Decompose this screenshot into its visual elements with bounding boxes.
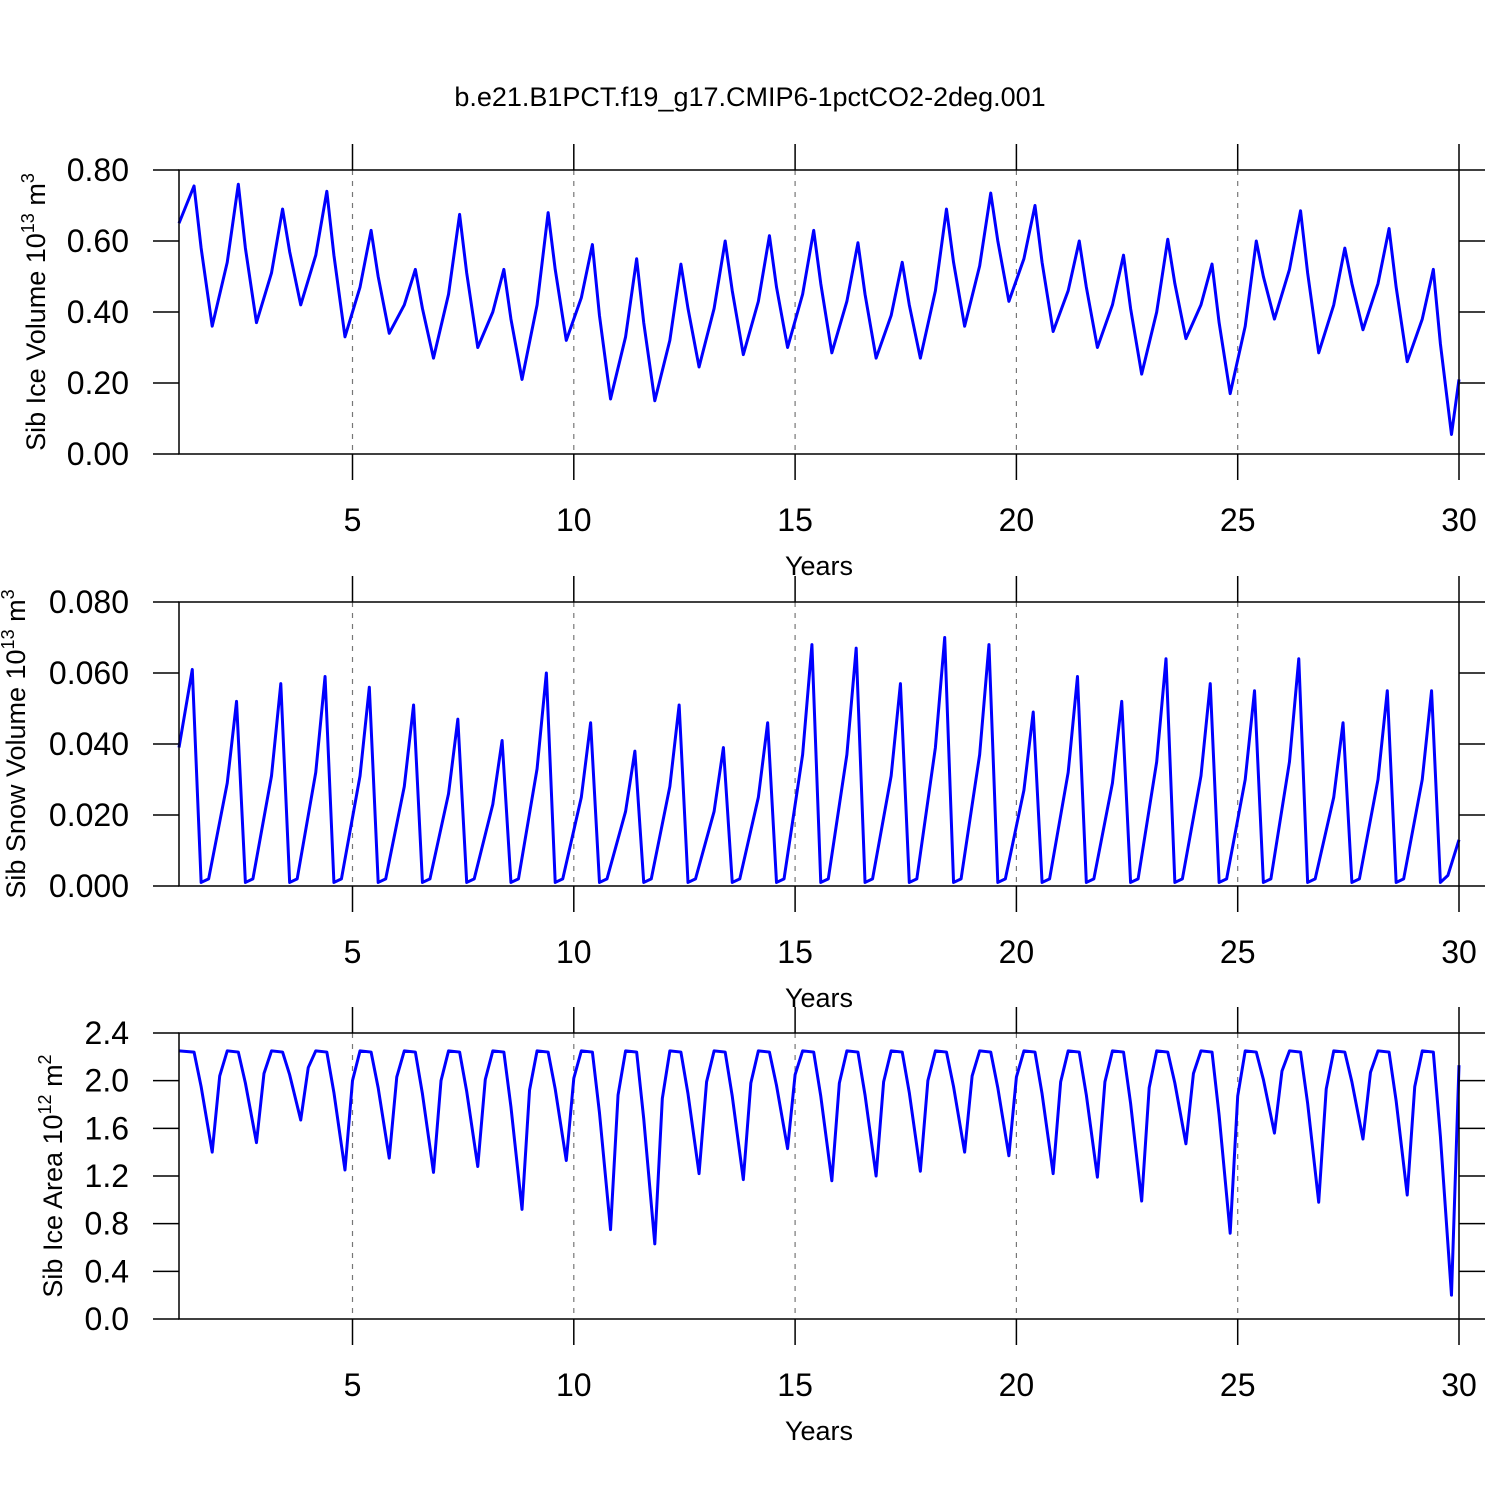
y-tick-label: 1.6 [85,1110,129,1146]
y-axis-label: Sib Ice Area 1012 m2 [35,1054,68,1297]
y-tick-label: 1.2 [85,1158,129,1194]
y-tick-label: 0.040 [49,726,129,762]
x-tick-label: 20 [999,1367,1035,1403]
y-axis-label-part: m [21,183,51,213]
x-tick-label: 25 [1220,1367,1256,1403]
y-axis-label-part: Sib Ice Area 10 [38,1114,68,1297]
x-axis-label: Years [785,983,853,1013]
y-axis-label: Sib Snow Volume 1013 m3 [0,589,31,898]
y-axis-label-part: m [1,599,31,629]
x-axis-label: Years [785,1416,853,1446]
x-tick-label: 10 [556,502,592,538]
y-axis-label-part: m [38,1064,68,1094]
y-tick-label: 0.060 [49,655,129,691]
y-tick-label: 0.20 [67,365,129,401]
x-tick-label: 30 [1441,502,1477,538]
y-tick-label: 2.4 [85,1015,129,1051]
plot-frame [178,1032,1460,1320]
y-tick-label: 0.0 [85,1301,129,1337]
x-axis-label: Years [785,551,853,581]
y-axis-label-exponent: 12 [35,1094,55,1114]
y-tick-label: 0.40 [67,294,129,330]
plot-frame [178,169,1460,455]
x-tick-label: 5 [344,934,362,970]
x-tick-label: 15 [777,502,813,538]
data-line [178,1049,1461,1297]
x-tick-label: 20 [999,934,1035,970]
y-tick-label: 0.080 [49,584,129,620]
x-tick-label: 10 [556,934,592,970]
x-tick-label: 20 [999,502,1035,538]
y-axis-label-part: Sib Snow Volume 10 [1,649,31,898]
x-tick-label: 10 [556,1367,592,1403]
x-tick-label: 30 [1441,934,1477,970]
y-tick-label: 0.80 [67,152,129,188]
y-tick-label: 0.00 [67,436,129,472]
x-tick-label: 30 [1441,1367,1477,1403]
figure-title: b.e21.B1PCT.f19_g17.CMIP6-1pctCO2-2deg.0… [454,82,1045,112]
x-tick-label: 15 [777,1367,813,1403]
y-tick-label: 0.020 [49,797,129,833]
x-tick-label: 15 [777,934,813,970]
y-axis-label: Sib Ice Volume 1013 m3 [18,173,51,451]
y-tick-label: 0.60 [67,223,129,259]
x-tick-label: 5 [344,502,362,538]
y-tick-label: 0.000 [49,868,129,904]
y-axis-label-exponent: 3 [18,173,38,183]
data-line [177,636,1461,884]
data-line [177,182,1461,436]
x-tick-label: 25 [1220,934,1256,970]
x-tick-label: 25 [1220,502,1256,538]
y-tick-label: 0.4 [85,1253,129,1289]
plot-frame [178,601,1460,887]
x-tick-label: 5 [344,1367,362,1403]
y-axis-label-part: Sib Ice Volume 10 [21,233,51,451]
y-axis-label-exponent: 13 [18,213,38,233]
y-tick-label: 2.0 [85,1063,129,1099]
y-tick-label: 0.8 [85,1206,129,1242]
y-axis-label-exponent: 3 [0,589,18,599]
y-axis-label-exponent: 2 [35,1054,55,1064]
y-axis-label-exponent: 13 [0,629,18,649]
